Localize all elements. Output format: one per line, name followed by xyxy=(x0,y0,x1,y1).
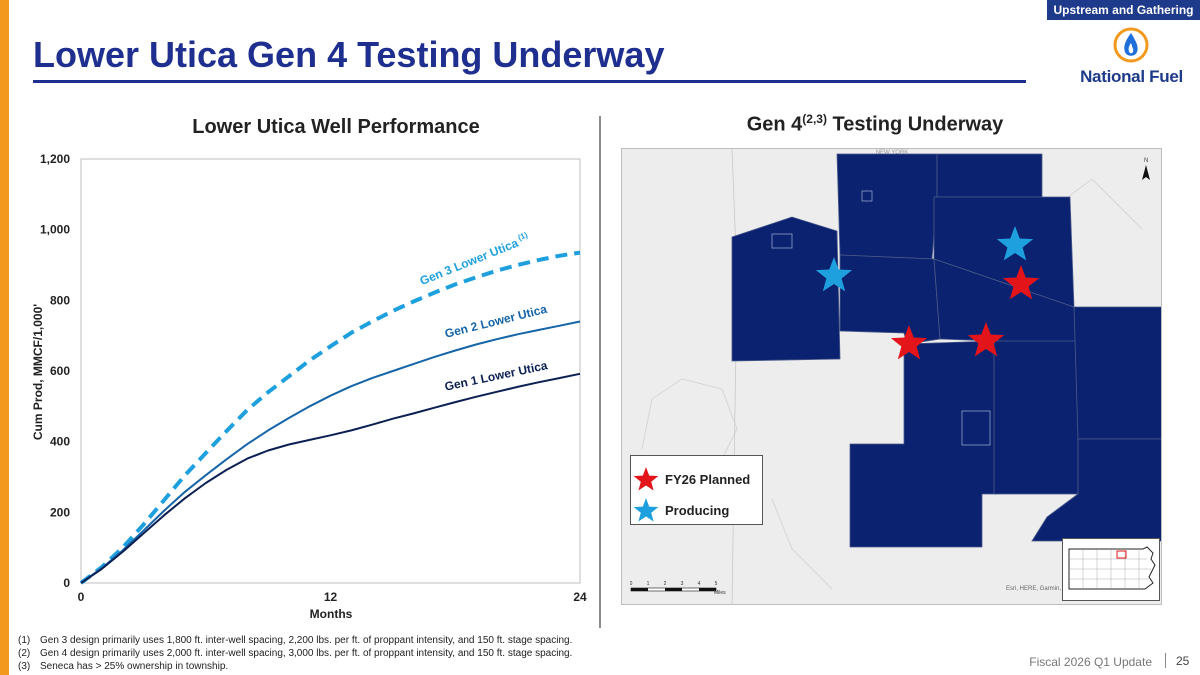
y-tick-label: 1,000 xyxy=(40,223,70,237)
map-scale-bar: 0 1 2 3 4 5 Miles xyxy=(630,581,726,596)
svg-text:N: N xyxy=(1144,158,1148,164)
plot-area xyxy=(80,158,581,584)
producing-star-icon xyxy=(996,226,1034,261)
well-markers xyxy=(815,226,1040,360)
svg-text:Miles: Miles xyxy=(714,590,726,596)
series-line-gen-3-lower-utica xyxy=(79,250,581,585)
planned-star-icon xyxy=(967,322,1005,357)
accent-strip xyxy=(0,0,9,675)
scale-tick-label: 2 xyxy=(664,581,667,587)
performance-chart: 0 200 400 600 800 1,000 1,200 0 12 24 Cum Prod, … xyxy=(31,152,587,621)
planned-star-icon xyxy=(890,325,928,360)
y-tick-label: 600 xyxy=(50,364,70,378)
y-tick-label: 200 xyxy=(50,505,70,519)
footnotes: (1) Gen 3 design primarily uses 1,800 ft.… xyxy=(18,634,572,673)
map-title: Gen 4(2,3) Testing Underway xyxy=(746,112,1004,136)
footer-separator xyxy=(1165,653,1166,668)
scale-tick-label: 4 xyxy=(698,581,701,587)
scale-tick-label: 5 xyxy=(715,581,718,587)
footnote-3: (3) Seneca has > 25% ownership in townshi… xyxy=(18,661,229,672)
blue-star-icon xyxy=(633,498,659,522)
state-locator-inset xyxy=(1062,538,1160,601)
series-labels: Gen 3 Lower Utica (1)Gen 2 Lower UticaGe… xyxy=(418,230,549,394)
x-axis-label: Months xyxy=(310,607,353,621)
map-attribution: Esri, HERE, Garmin, G xyxy=(1006,586,1068,592)
chart-title: Lower Utica Well Performance xyxy=(192,116,480,138)
footer-label: Fiscal 2026 Q1 Update xyxy=(1029,655,1152,669)
series-line-gen-2-lower-utica xyxy=(80,320,581,584)
scale-tick-label: 3 xyxy=(681,581,684,587)
scale-tick-label: 1 xyxy=(647,581,650,587)
red-star-icon xyxy=(633,467,659,491)
y-tick-label: 1,200 xyxy=(40,152,70,166)
y-tick-label: 800 xyxy=(50,293,70,307)
chart-axes xyxy=(80,158,581,584)
legend-item-producing: Producing xyxy=(633,497,729,523)
x-tick-label: 24 xyxy=(573,590,587,604)
series-line-gen-1-lower-utica xyxy=(80,372,581,584)
title-underline xyxy=(33,80,1026,83)
logo-wordmark: National Fuel xyxy=(1080,67,1183,86)
footnote-1: (1) Gen 3 design primarily uses 1,800 ft.… xyxy=(18,635,573,646)
y-axis-label: Cum Prod, MMCF/1,000' xyxy=(31,304,45,440)
township-polygons xyxy=(731,153,1161,548)
township-map: NEW YORK N FY26 Planned xyxy=(621,148,1162,605)
footnote-2: (2) Gen 4 design primarily uses 2,000 ft.… xyxy=(18,648,573,659)
x-tick-labels: 0 12 24 xyxy=(78,590,587,604)
map-state-label: NEW YORK xyxy=(876,150,909,156)
legend-item-planned: FY26 Planned xyxy=(633,466,750,492)
planned-star-icon xyxy=(1002,265,1040,300)
producing-star-icon xyxy=(815,257,853,292)
x-tick-label: 0 xyxy=(78,590,85,604)
series-label-gen-1-lower-utica: Gen 1 Lower Utica xyxy=(443,358,549,394)
y-tick-label: 0 xyxy=(63,576,70,590)
flame-logo-icon xyxy=(1113,27,1149,63)
map-legend: FY26 Planned Producing xyxy=(630,455,763,525)
series-label-gen-2-lower-utica: Gen 2 Lower Utica xyxy=(443,302,548,341)
section-tag: Upstream and Gathering xyxy=(1047,0,1200,20)
y-tick-label: 400 xyxy=(50,435,70,449)
page-title: Lower Utica Gen 4 Testing Underway xyxy=(33,34,665,75)
north-arrow-icon: N xyxy=(1142,158,1150,180)
series-lines xyxy=(79,250,581,585)
scale-tick-label: 0 xyxy=(630,581,633,587)
x-tick-label: 12 xyxy=(324,590,338,604)
page-number: 25 xyxy=(1176,654,1190,668)
map-canvas: NEW YORK N xyxy=(622,149,1161,604)
panel-divider xyxy=(599,116,601,628)
y-tick-labels: 0 200 400 600 800 1,000 1,200 xyxy=(40,152,70,590)
